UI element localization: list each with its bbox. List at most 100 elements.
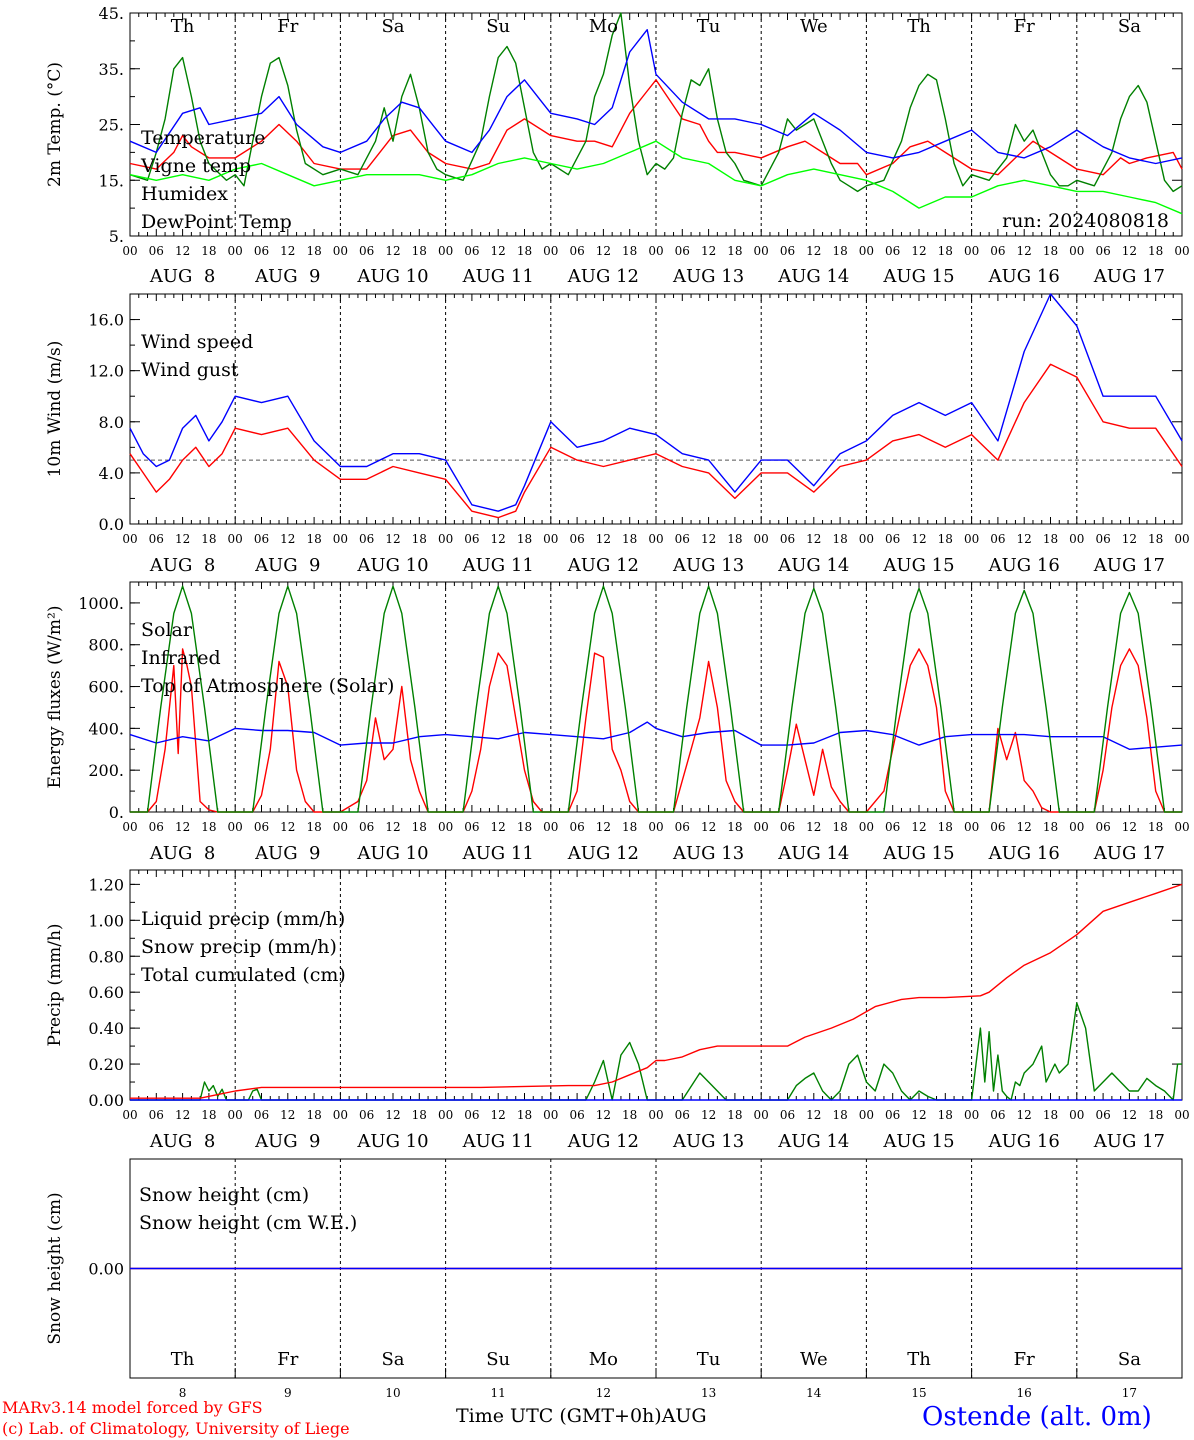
hour-tick-label: 18 — [1043, 820, 1058, 834]
hour-tick-label: 12 — [701, 532, 716, 546]
weekday-label: Th — [171, 1349, 195, 1370]
panel-1 — [129, 12, 1183, 237]
hour-tick-label: 06 — [675, 820, 690, 834]
hour-tick-label: 00 — [228, 820, 243, 834]
hour-tick-label: 00 — [1174, 820, 1189, 834]
hour-tick-label: 00 — [1069, 820, 1084, 834]
hour-tick-label: 06 — [1095, 820, 1110, 834]
hour-tick-label: 12 — [1017, 244, 1032, 258]
hour-tick-label: 18 — [517, 532, 532, 546]
hour-tick-label: 12 — [491, 1108, 506, 1122]
weekday-label: We — [800, 1349, 828, 1370]
date-label: AUG 12 — [567, 555, 639, 576]
hour-tick-label: 18 — [306, 244, 321, 258]
hour-tick-label: 00 — [648, 532, 663, 546]
hour-tick-label: 00 — [543, 820, 558, 834]
hour-tick-label: 00 — [964, 820, 979, 834]
legend-entry: Solar — [141, 619, 193, 641]
hour-tick-label: 18 — [1148, 820, 1163, 834]
hour-tick-label: 18 — [517, 820, 532, 834]
weekday-label: Fr — [1014, 16, 1035, 37]
weekday-label: Th — [171, 16, 195, 37]
legend-entry: Humidex — [141, 183, 228, 205]
y-tick-label: 12.0 — [88, 362, 124, 381]
y-tick-label: 600. — [88, 678, 124, 697]
y-tick-label: 800. — [88, 636, 124, 655]
footer-credit: (c) Lab. of Climatology, University of L… — [2, 1419, 350, 1438]
day-number-label: 14 — [806, 1386, 822, 1400]
hour-tick-label: 12 — [596, 820, 611, 834]
date-label: AUG 17 — [1093, 843, 1165, 864]
hour-tick-label: 06 — [1095, 244, 1110, 258]
hour-tick-label: 06 — [464, 244, 479, 258]
hour-tick-label: 12 — [385, 1108, 400, 1122]
y-tick-label: 1.20 — [88, 875, 124, 894]
hour-tick-label: 12 — [175, 532, 190, 546]
hour-tick-label: 12 — [1017, 820, 1032, 834]
hour-tick-label: 06 — [990, 532, 1005, 546]
date-label: AUG 10 — [356, 1131, 428, 1152]
y-tick-label: 45. — [99, 4, 124, 23]
hour-tick-label: 12 — [385, 532, 400, 546]
hour-tick-label: 06 — [254, 820, 269, 834]
y-axis-label: 2m Temp. (°C) — [45, 62, 65, 187]
weekday-label: We — [800, 16, 828, 37]
hour-tick-label: 00 — [333, 820, 348, 834]
legend-entry: Snow height (cm) — [139, 1184, 309, 1206]
hour-tick-label: 00 — [543, 532, 558, 546]
hour-tick-label: 06 — [885, 532, 900, 546]
run-label: run: 2024080818 — [1002, 210, 1169, 232]
y-tick-label: 400. — [88, 719, 124, 738]
series-line-humidex — [129, 29, 1183, 165]
hour-tick-label: 12 — [280, 820, 295, 834]
hour-tick-label: 00 — [122, 244, 137, 258]
date-label: AUG 11 — [462, 1131, 534, 1152]
y-tick-label: 4.0 — [99, 464, 124, 483]
y-tick-label: 0.60 — [88, 983, 124, 1002]
hour-tick-label: 00 — [648, 820, 663, 834]
x-axis-label: Time UTC (GMT+0h) — [456, 1405, 662, 1427]
hour-tick-label: 06 — [149, 532, 164, 546]
date-label: AUG 14 — [777, 266, 849, 287]
hour-tick-label: 00 — [438, 244, 453, 258]
hour-tick-label: 18 — [1148, 1108, 1163, 1122]
hour-tick-label: 18 — [201, 532, 216, 546]
hour-tick-label: 12 — [1017, 532, 1032, 546]
y-tick-label: 8.0 — [99, 413, 124, 432]
hour-tick-label: 06 — [569, 1108, 584, 1122]
hour-tick-label: 00 — [1174, 1108, 1189, 1122]
hour-tick-label: 12 — [491, 532, 506, 546]
hour-tick-label: 18 — [727, 820, 742, 834]
hour-tick-label: 12 — [911, 820, 926, 834]
weekday-label: Tu — [697, 16, 721, 37]
hour-tick-label: 06 — [569, 820, 584, 834]
weekday-label: Th — [907, 1349, 931, 1370]
hour-tick-label: 06 — [464, 532, 479, 546]
day-number-label: 12 — [596, 1386, 611, 1400]
hour-tick-label: 06 — [780, 820, 795, 834]
day-number-label: 15 — [911, 1386, 926, 1400]
date-label: AUG 16 — [988, 266, 1060, 287]
hour-tick-label: 18 — [938, 1108, 953, 1122]
series-line-vigne-temp — [129, 12, 1183, 193]
hour-tick-label: 06 — [990, 1108, 1005, 1122]
date-label: AUG 16 — [988, 555, 1060, 576]
hour-tick-label: 12 — [1017, 1108, 1032, 1122]
date-label: AUG 13 — [672, 843, 744, 864]
legend-entry: Snow precip (mm/h) — [141, 936, 337, 958]
legend-entry: Vigne temp — [140, 155, 251, 177]
hour-tick-label: 12 — [1122, 820, 1137, 834]
hour-tick-label: 12 — [280, 1108, 295, 1122]
weekday-label: Sa — [381, 1349, 404, 1370]
hour-tick-label: 12 — [911, 1108, 926, 1122]
hour-tick-label: 06 — [359, 244, 374, 258]
hour-tick-label: 00 — [1069, 532, 1084, 546]
hour-tick-label: 00 — [754, 244, 769, 258]
y-tick-label: 16.0 — [88, 311, 124, 330]
date-label: AUG 8 — [149, 266, 215, 287]
hour-tick-label: 18 — [517, 244, 532, 258]
hour-tick-label: 12 — [1122, 532, 1137, 546]
hour-tick-label: 06 — [149, 1108, 164, 1122]
hour-tick-label: 00 — [859, 820, 874, 834]
legend-entry: Total cumulated (cm) — [141, 964, 346, 986]
